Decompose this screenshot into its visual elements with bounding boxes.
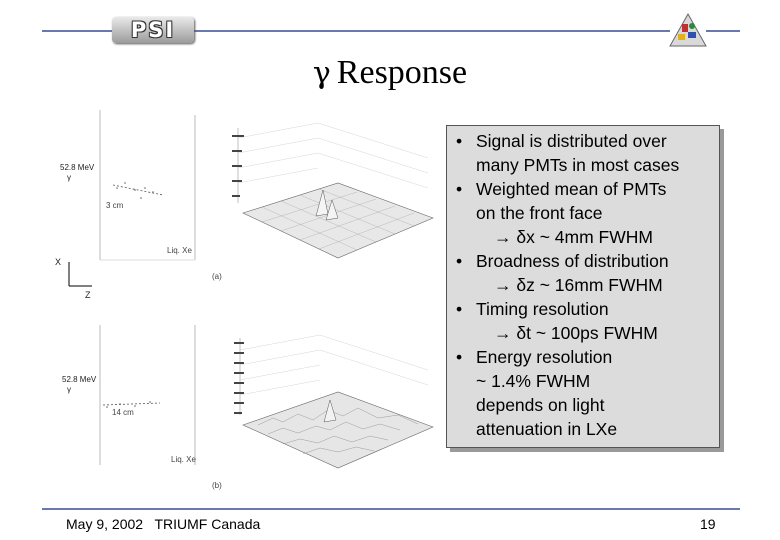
gamma-label-bottom: γ <box>67 385 71 394</box>
footer-date-location: May 9, 2002 TRIUMF Canada <box>66 516 261 532</box>
panel-tag-a: (a) <box>212 272 222 281</box>
axis-x-label: X <box>55 257 62 267</box>
title-text: Response <box>336 54 468 91</box>
psi-logo: PSI <box>112 17 194 43</box>
bullet-line: on the front face <box>476 203 603 223</box>
bullet-line: depends on light <box>476 395 605 415</box>
bullet-line: attenuation in LXe <box>476 419 618 439</box>
medium-label-bottom: Liq. Xe <box>171 455 196 464</box>
summary-box: Signal is distributed over many PMTs in … <box>446 125 720 448</box>
header-rule-left <box>42 30 112 32</box>
scan-figure-bottom <box>99 325 196 465</box>
bullet-result: → δz ~ 16mm FWHM <box>494 275 663 295</box>
gamma-label-top: γ <box>67 173 71 182</box>
scan-figure-top <box>99 110 196 261</box>
medium-label-top: Liq. Xe <box>167 246 192 255</box>
bullet-list: Signal is distributed over many PMTs in … <box>447 126 719 441</box>
energy-label-top: 52.8 MeV <box>60 163 95 172</box>
bullet-line: Energy resolution <box>476 347 613 367</box>
bullet-line: Timing resolution <box>476 299 609 319</box>
bullet-item: Energy resolution ~ 1.4% FWHM depends on… <box>454 345 713 441</box>
bullet-line: many PMTs in most cases <box>476 155 680 175</box>
footer-rule <box>42 508 740 510</box>
panel-tag-b: (b) <box>212 481 222 490</box>
header-rule-far-right <box>706 30 740 32</box>
distance-label-top: 3 cm <box>106 201 124 210</box>
distance-label-bottom: 14 cm <box>112 408 134 417</box>
histogram-3d-top <box>232 122 434 259</box>
bullet-line: Signal is distributed over <box>476 131 667 151</box>
bullet-item: Broadness of distribution → δz ~ 16mm FW… <box>454 249 713 297</box>
gamma-symbol: γ <box>312 56 331 91</box>
bullet-item: Weighted mean of PMTs on the front face … <box>454 177 713 249</box>
histogram-3d-bottom <box>234 334 434 469</box>
axis-z-label: Z <box>85 290 91 300</box>
emblem-icon <box>669 12 707 47</box>
axes-indicator <box>68 262 92 287</box>
bullet-item: Timing resolution → δt ~ 100ps FWHM <box>454 297 713 345</box>
bullet-item: Signal is distributed over many PMTs in … <box>454 129 713 177</box>
bullet-line: ~ 1.4% FWHM <box>476 371 591 391</box>
energy-label-bottom: 52.8 MeV <box>62 375 97 384</box>
bullet-line: Broadness of distribution <box>476 251 669 271</box>
header-rule-right <box>194 30 670 32</box>
bullet-line: Weighted mean of PMTs <box>476 179 667 199</box>
page-number: 19 <box>700 516 716 532</box>
bullet-result: → δt ~ 100ps FWHM <box>494 323 658 343</box>
bullet-result: → δx ~ 4mm FWHM <box>494 227 653 247</box>
psi-logo-text: PSI <box>130 18 176 42</box>
slide-title: γ Response <box>0 54 780 92</box>
